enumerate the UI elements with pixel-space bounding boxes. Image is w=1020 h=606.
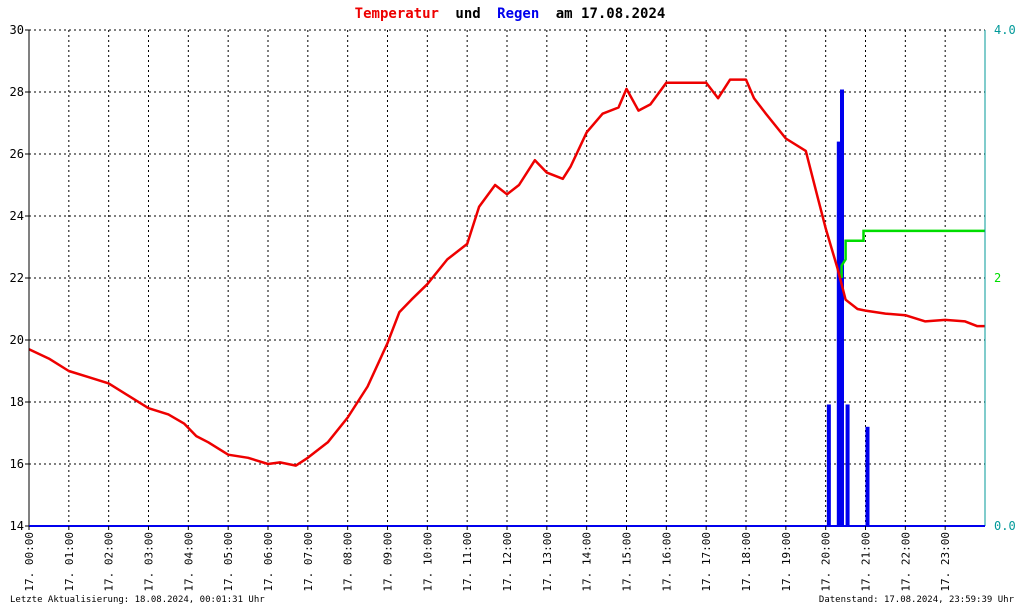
x-tick-label: 17. 12:00: [501, 532, 514, 592]
footer-last-update: Letzte Aktualisierung: 18.08.2024, 00:01…: [10, 595, 265, 605]
x-tick-label: 17. 16:00: [660, 532, 673, 592]
y-left-tick-label: 28: [10, 85, 24, 99]
x-tick-label: 17. 22:00: [899, 532, 912, 592]
x-tick-label: 17. 06:00: [262, 532, 275, 592]
footer-data-state: Datenstand: 17.08.2024, 23:59:39 Uhr: [819, 595, 1015, 605]
temperature-line: [28, 78, 985, 467]
axes: [25, 29, 986, 530]
title-date: am 17.08.2024: [556, 6, 666, 22]
rain-bar: [865, 426, 870, 526]
chart-title: Temperatur und Regen am 17.08.2024: [355, 6, 666, 22]
rain-bar: [845, 404, 850, 526]
grid: [29, 29, 985, 526]
x-tick-label: 17. 05:00: [222, 532, 235, 592]
x-tick-label: 17. 18:00: [740, 532, 753, 592]
y-left-tick-label: 30: [10, 23, 24, 37]
y-left-tick-label: 20: [10, 333, 24, 347]
data-lines: [28, 78, 985, 467]
x-tick-label: 17. 01:00: [63, 532, 76, 592]
y-right-tick-label: 0.0: [994, 519, 1016, 533]
x-tick-label: 17. 09:00: [382, 532, 395, 592]
x-tick-label: 17. 14:00: [581, 532, 594, 592]
y-left-tick-label: 26: [10, 147, 24, 161]
y-right-tick-label: 4.0: [994, 23, 1016, 37]
rain-bar: [826, 404, 831, 526]
y-left-tick-label: 16: [10, 457, 24, 471]
y-tick-labels: 14 16 18 20 22 24 26 28 30 4.0 0.0 2: [10, 23, 1016, 533]
rain-bars: [826, 89, 870, 527]
x-tick-label: 17. 21:00: [860, 532, 873, 592]
y-right-mid-label: 2: [994, 271, 1001, 285]
title-und: und: [455, 6, 480, 22]
y-left-tick-label: 14: [10, 519, 24, 533]
x-tick-label: 17. 00:00: [23, 532, 36, 592]
y-left-tick-label: 24: [10, 209, 24, 223]
x-tick-label: 17. 13:00: [541, 532, 554, 592]
x-tick-label: 17. 15:00: [621, 532, 634, 592]
x-tick-labels: 17. 00:00 17. 01:00 17. 02:00 17. 03:00 17. …: [23, 532, 952, 592]
x-tick-label: 17. 23:00: [939, 532, 952, 592]
x-tick-label: 17. 02:00: [103, 532, 116, 592]
x-tick-label: 17. 07:00: [302, 532, 315, 592]
rain-sum-line: [840, 229, 985, 278]
x-tick-label: 17. 11:00: [461, 532, 474, 592]
y-left-tick-label: 22: [10, 271, 24, 285]
rain-bar: [839, 89, 844, 527]
title-rain: Regen: [497, 6, 539, 22]
rain-bar: [836, 141, 841, 526]
x-tick-label: 17. 03:00: [143, 532, 156, 592]
x-tick-label: 17. 20:00: [820, 532, 833, 592]
x-tick-label: 17. 19:00: [780, 532, 793, 592]
x-tick-label: 17. 08:00: [342, 532, 355, 592]
x-tick-label: 17. 10:00: [421, 532, 434, 592]
title-temperature: Temperatur: [355, 6, 439, 22]
x-tick-label: 17. 17:00: [700, 532, 713, 592]
x-tick-label: 17. 04:00: [182, 532, 195, 592]
y-left-tick-label: 18: [10, 395, 24, 409]
